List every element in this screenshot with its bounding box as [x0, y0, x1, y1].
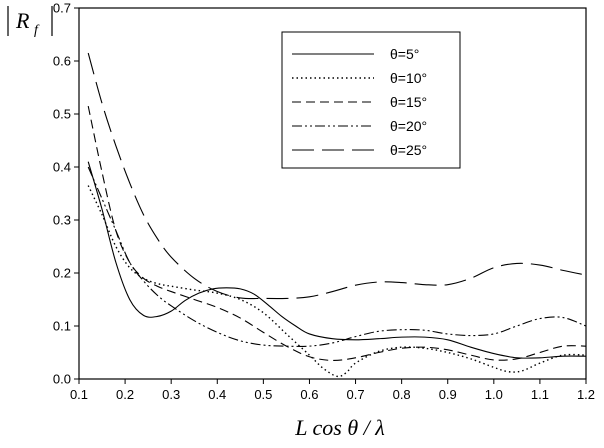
x-tick-label: 0.9	[439, 387, 457, 402]
legend-label: θ=10°	[390, 70, 427, 86]
series-line-2	[87, 185, 586, 378]
svg-text:f: f	[34, 23, 40, 38]
legend-label: θ=25°	[390, 142, 427, 158]
x-tick-label: 0.2	[116, 387, 134, 402]
y-tick-label: 0.0	[53, 372, 71, 387]
x-tick-label: 1.2	[577, 387, 595, 402]
y-tick-label: 0.1	[53, 319, 71, 334]
svg-text:L cos θ / λ: L cos θ / λ	[294, 415, 385, 440]
x-tick-label: 0.4	[208, 387, 226, 402]
series-line-1	[87, 161, 586, 359]
x-tick-label: 0.5	[254, 387, 272, 402]
series-line-3	[87, 105, 586, 362]
plot-frame	[78, 7, 587, 380]
axes: 0.1 0.2 0.3 0.4 0.5 0.6 0.7 0.8 0.9 1.0 1.1 1.20.00…	[53, 1, 595, 403]
x-tick-label: 0.7	[347, 387, 365, 402]
y-tick-label: 0.6	[53, 54, 71, 69]
legend-box	[281, 31, 461, 169]
x-tick-label: 1.1	[531, 387, 549, 402]
legend-label: θ=20°	[390, 118, 427, 134]
y-axis-title: R f	[7, 6, 53, 38]
x-tick-label: 0.6	[300, 387, 318, 402]
plot-area	[87, 52, 586, 378]
y-tick-label: 0.3	[53, 213, 71, 228]
y-tick-label: 0.7	[53, 1, 71, 16]
x-tick-label: 0.3	[162, 387, 180, 402]
svg-text:R: R	[15, 8, 30, 33]
series-line-4	[87, 166, 586, 347]
legend-label: θ=5°	[390, 46, 419, 62]
x-tick-label: 0.1	[70, 387, 88, 402]
series-line-5	[87, 52, 586, 300]
legend: θ=5° θ=10° θ=15° θ=20° θ=25°	[281, 31, 461, 169]
y-tick-label: 0.2	[53, 266, 71, 281]
x-tick-label: 1.0	[485, 387, 503, 402]
y-tick-label: 0.4	[53, 160, 71, 175]
x-tick-label: 0.8	[393, 387, 411, 402]
y-tick-label: 0.5	[53, 107, 71, 122]
legend-label: θ=15°	[390, 94, 427, 110]
x-axis-title: L cos θ / λ	[294, 415, 385, 440]
